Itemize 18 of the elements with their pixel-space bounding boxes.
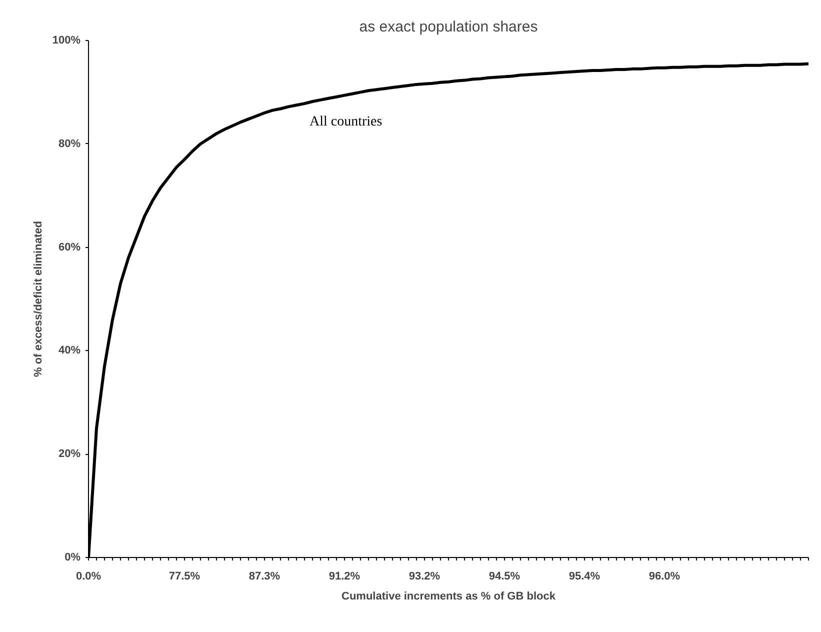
x-axis-title: Cumulative increments as % of GB block <box>342 590 556 602</box>
x-tick-label: 87.3% <box>248 570 280 582</box>
y-tick-label: 60% <box>58 241 81 254</box>
series-label: All countries <box>310 114 382 130</box>
y-tick-label: 80% <box>58 138 81 150</box>
x-tick-label: 94.5% <box>488 570 520 582</box>
x-tick-label: 93.2% <box>408 570 440 582</box>
x-tick-label: 0.0% <box>76 570 102 582</box>
y-tick-label: 0% <box>64 552 81 564</box>
chart-title: as exact population shares <box>359 18 538 36</box>
x-tick-label: 96.0% <box>648 570 680 582</box>
y-tick-label: 100% <box>52 34 81 46</box>
x-tick-label: 95.4% <box>568 570 600 582</box>
y-tick-label: 20% <box>58 448 81 460</box>
x-tick-label: 91.2% <box>328 570 360 582</box>
y-tick-label: 40% <box>58 344 81 357</box>
y-axis-title: % of excess/deficit eliminated <box>32 221 44 377</box>
x-tick-label: 77.5% <box>168 570 200 582</box>
